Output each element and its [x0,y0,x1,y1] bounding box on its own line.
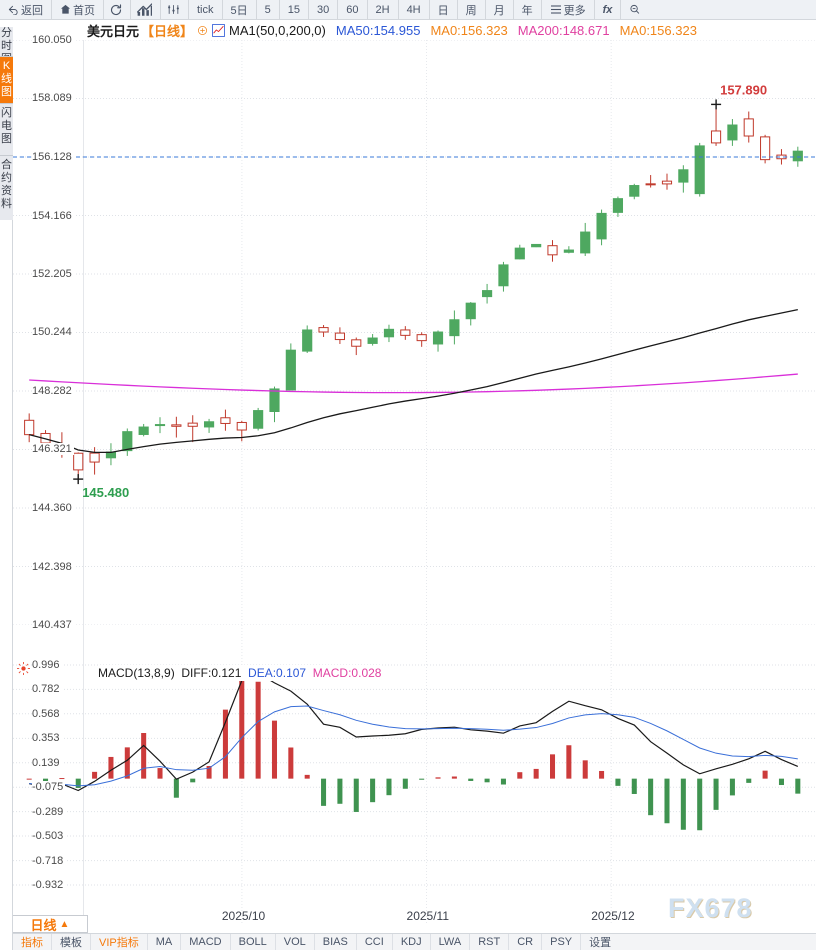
svg-text:145.480: 145.480 [82,485,129,500]
svg-text:157.890: 157.890 [720,82,767,97]
